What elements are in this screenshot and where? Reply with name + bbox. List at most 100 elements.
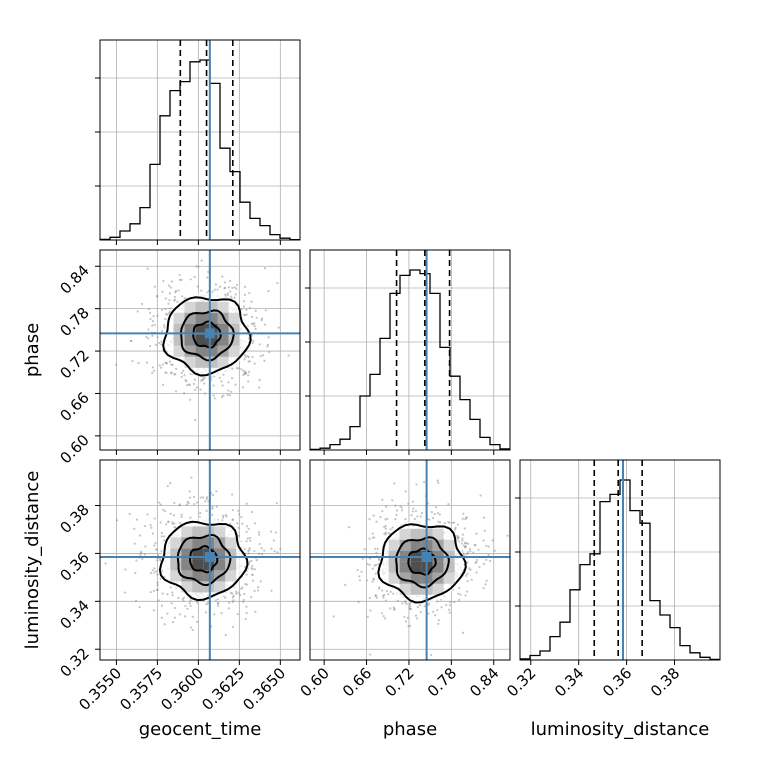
sample-point <box>427 612 430 615</box>
sample-point <box>173 606 177 610</box>
sample-point <box>164 371 167 374</box>
sample-point <box>152 609 155 612</box>
sample-point <box>234 293 237 296</box>
sample-point <box>140 550 143 553</box>
sample-point <box>186 384 189 387</box>
sample-point <box>229 290 232 293</box>
sample-point <box>244 617 247 621</box>
sample-point <box>153 285 156 288</box>
sample-point <box>221 275 224 278</box>
sample-point <box>155 588 159 592</box>
sample-point <box>463 554 466 557</box>
sample-point <box>146 267 149 270</box>
sample-point <box>459 593 462 596</box>
contour-level-3 <box>407 547 437 576</box>
sample-point <box>226 393 229 396</box>
sample-point <box>247 374 250 377</box>
sample-point <box>253 589 256 592</box>
contour-level-1 <box>158 520 249 602</box>
sample-point <box>375 596 379 599</box>
sample-point <box>466 590 469 593</box>
sample-point <box>368 563 371 566</box>
sample-point <box>399 505 402 508</box>
panel-frame <box>99 249 301 451</box>
sample-point <box>381 509 384 513</box>
sample-point <box>187 383 190 386</box>
panel-content <box>310 250 510 450</box>
joint-panel-geocent-time-luminosity-distance: 0.32 0.34 0.36 0.38 0.35500.35750.36000.3625… <box>56 459 301 714</box>
sample-point <box>422 480 426 484</box>
sample-point <box>248 536 252 540</box>
sample-point <box>461 517 464 520</box>
density-cell <box>184 312 196 324</box>
sample-point <box>258 533 261 536</box>
sample-point <box>151 320 155 323</box>
sample-point <box>250 315 254 318</box>
density-cell <box>203 570 215 582</box>
sample-point <box>279 547 282 550</box>
sample-point <box>183 374 186 377</box>
sample-point <box>160 329 164 332</box>
sample-point <box>260 317 264 320</box>
sample-point <box>365 579 369 582</box>
sample-point <box>246 537 249 540</box>
sample-point <box>250 559 253 563</box>
x-tick-label-phase: 0.78 <box>424 664 460 700</box>
sample-point <box>482 587 485 590</box>
sample-point <box>224 293 227 296</box>
sample-point <box>406 616 409 619</box>
sample-point <box>477 548 480 552</box>
sample-point <box>380 612 384 615</box>
sample-point <box>456 534 459 538</box>
sample-point <box>213 613 216 616</box>
density-cell <box>203 537 215 549</box>
sample-point <box>485 558 488 561</box>
sample-point <box>173 525 176 529</box>
sample-point <box>395 513 398 516</box>
sample-point <box>414 509 418 513</box>
sample-point <box>196 285 199 288</box>
sample-point <box>416 515 419 518</box>
contour-level-2 <box>180 309 235 362</box>
y-tick-label-phase: 0.84 <box>56 261 92 297</box>
sample-point <box>253 322 256 325</box>
density-cell <box>192 537 204 549</box>
sample-point <box>230 390 233 393</box>
sample-point <box>445 603 448 607</box>
sample-point <box>389 607 392 610</box>
sample-point <box>460 542 463 545</box>
sample-point <box>166 313 169 316</box>
sample-point <box>374 547 377 550</box>
sample-point <box>203 382 206 385</box>
sample-point <box>213 397 216 400</box>
sample-point <box>183 392 186 395</box>
sample-point <box>137 361 140 365</box>
y-tick-label-luminosity-distance: 0.38 <box>56 501 92 537</box>
density-cell <box>192 559 204 571</box>
x-tick-label-luminosity-distance: 0.36 <box>599 664 635 700</box>
sample-point <box>287 354 290 357</box>
panel-content <box>100 250 300 450</box>
sample-point <box>418 603 422 607</box>
sample-point <box>243 353 247 357</box>
sample-point <box>449 600 452 604</box>
sample-point <box>242 598 245 602</box>
sample-point <box>463 527 466 530</box>
sample-point <box>237 509 240 512</box>
density-cell <box>399 539 411 551</box>
sample-point <box>474 543 477 547</box>
sample-point <box>200 379 203 382</box>
panel-frame <box>309 459 511 661</box>
sample-point <box>217 604 220 607</box>
sample-point <box>161 383 165 386</box>
sample-point <box>247 527 250 531</box>
density-cell <box>181 581 193 593</box>
sample-point <box>236 522 239 525</box>
sample-point <box>153 567 156 570</box>
sample-point <box>168 360 172 363</box>
sample-point <box>436 479 439 482</box>
sample-point <box>234 383 237 386</box>
sample-point <box>156 581 159 584</box>
sample-point <box>160 535 163 538</box>
density-cell <box>170 559 182 571</box>
